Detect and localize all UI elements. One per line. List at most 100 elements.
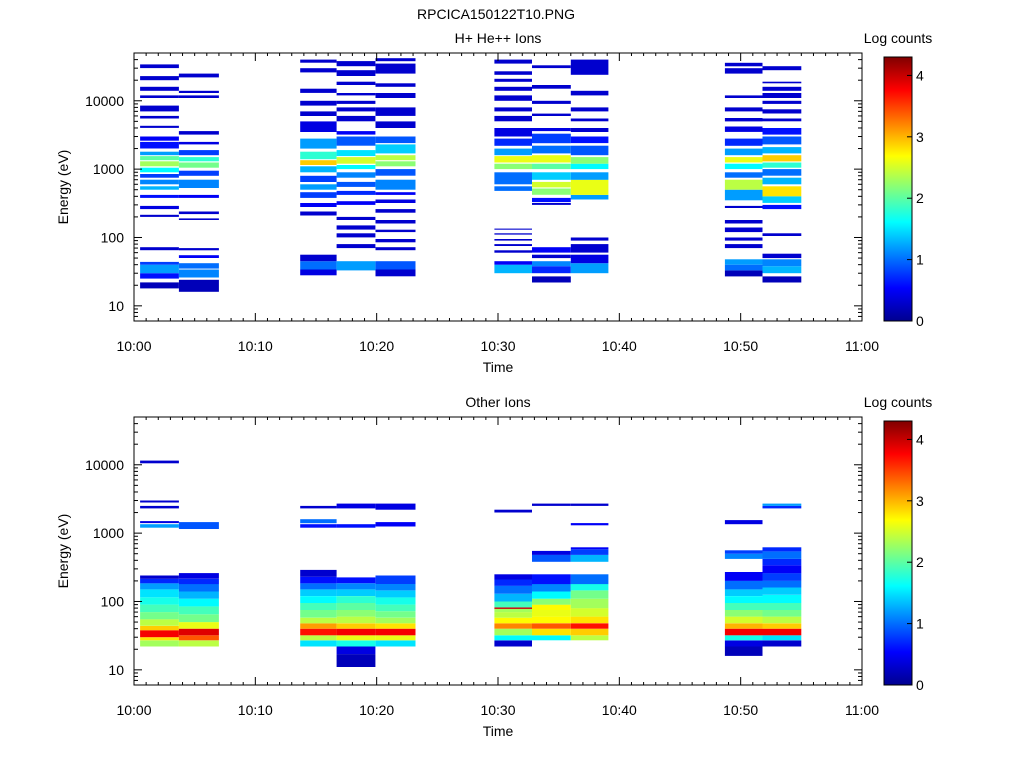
heatmap-cell	[762, 81, 802, 84]
heatmap-cell	[178, 150, 219, 156]
heatmap-cell	[300, 211, 337, 216]
heatmap-cell	[336, 640, 376, 647]
heatmap-cell	[336, 583, 376, 590]
heatmap-cell	[724, 237, 763, 241]
heatmap-cell	[724, 589, 763, 596]
heatmap-cell	[140, 505, 179, 509]
heatmap-cell	[532, 181, 571, 188]
heatmap-cell	[494, 250, 532, 253]
colorbar-label: Log counts	[864, 30, 933, 46]
heatmap-cell	[570, 163, 609, 170]
heatmap-cell	[762, 253, 802, 259]
heatmap-cell	[336, 181, 376, 187]
heatmap-cell	[140, 205, 179, 210]
heatmap-cell	[300, 617, 337, 624]
heatmap-cell	[336, 150, 376, 157]
heatmap-cell	[140, 186, 179, 190]
heatmap-cell	[762, 616, 802, 624]
heatmap-cell	[570, 598, 609, 609]
heatmap-cell	[336, 244, 376, 249]
y-tick-label: 10	[108, 662, 124, 678]
heatmap-cell	[532, 133, 571, 144]
heatmap-cell	[532, 574, 571, 585]
heatmap-cell	[494, 261, 532, 265]
y-tick-label: 10000	[85, 457, 124, 473]
heatmap-cell	[140, 194, 179, 198]
heatmap-cell	[494, 607, 532, 609]
heatmap-cell	[532, 172, 571, 180]
heatmap-cell	[178, 255, 219, 258]
x-tick-label: 10:30	[480, 338, 515, 354]
heatmap-cell	[724, 157, 763, 163]
heatmap-cell	[532, 550, 571, 555]
heatmap-cell	[375, 617, 416, 624]
heatmap-cell	[494, 71, 532, 75]
heatmap-cell	[762, 259, 802, 267]
heatmap-cell	[140, 214, 179, 217]
heatmap-cell	[300, 519, 337, 524]
heatmap-cell	[336, 61, 376, 67]
heatmap-cell	[336, 115, 376, 122]
heatmap-cell	[375, 107, 416, 116]
x-tick-label: 10:00	[116, 338, 151, 354]
y-tick-label: 10	[108, 298, 124, 314]
heatmap-cell	[140, 640, 179, 647]
heatmap-cell	[178, 194, 219, 198]
heatmap-cell	[762, 93, 802, 98]
heatmap-cell	[300, 160, 337, 165]
heatmap-cell	[532, 584, 571, 592]
heatmap-cell	[762, 503, 802, 506]
heatmap-cell	[178, 522, 219, 529]
heatmap-cell	[762, 162, 802, 168]
heatmap-cell	[724, 635, 763, 641]
heatmap-cell	[375, 604, 416, 612]
heatmap-cell	[494, 601, 532, 608]
heatmap-cell	[300, 100, 337, 106]
heatmap-cell	[300, 261, 337, 270]
heatmap-cell	[762, 155, 802, 162]
heatmap-cell	[140, 575, 179, 579]
colorbar-tick-label: 0	[916, 313, 924, 329]
heatmap-cell	[532, 163, 571, 170]
heatmap-cell	[570, 254, 609, 264]
heatmap-cell	[375, 623, 416, 629]
heatmap-cell	[375, 199, 416, 203]
heatmap-cell	[532, 155, 571, 163]
heatmap-cell	[724, 596, 763, 603]
heatmap-cell	[494, 608, 532, 613]
heatmap-cell	[570, 59, 609, 75]
heatmap-cell	[762, 233, 802, 236]
heatmap-cell	[178, 622, 219, 629]
heatmap-cell	[375, 58, 416, 62]
heatmap-cell	[300, 623, 337, 629]
heatmap-cell	[494, 628, 532, 636]
heatmap-cell	[532, 145, 571, 154]
heatmap-cell	[532, 266, 571, 274]
heatmap-cell	[375, 209, 416, 213]
heatmap-cell	[570, 547, 609, 550]
heatmap-cell	[570, 179, 609, 195]
heatmap-cell	[532, 610, 571, 617]
x-tick-label: 10:50	[723, 702, 758, 718]
heatmap-cell	[140, 460, 179, 464]
colorbar-tick-label: 4	[916, 67, 924, 83]
heatmap-cell	[532, 188, 571, 195]
heatmap-cell	[724, 572, 763, 581]
heatmap-cell	[532, 616, 571, 624]
panel-2: 10:00 10:10 10:20 10:30 10:40 10:50 11:0010100…	[55, 394, 932, 739]
heatmap-cell	[762, 603, 802, 610]
heatmap-cell	[532, 85, 571, 89]
heatmap-cell	[762, 276, 802, 283]
heatmap-cell	[140, 76, 179, 81]
heatmap-cell	[336, 81, 376, 85]
heatmap-cell	[140, 161, 179, 167]
heatmap-cell	[300, 610, 337, 618]
heatmap-cell	[762, 547, 802, 552]
heatmap-cell	[336, 616, 376, 624]
colorbar-tick-label: 1	[916, 616, 924, 632]
colorbar-tick-label: 3	[916, 129, 924, 145]
y-tick-label: 10000	[85, 93, 124, 109]
heatmap-cell	[724, 118, 763, 122]
heatmap-cell	[762, 186, 802, 197]
